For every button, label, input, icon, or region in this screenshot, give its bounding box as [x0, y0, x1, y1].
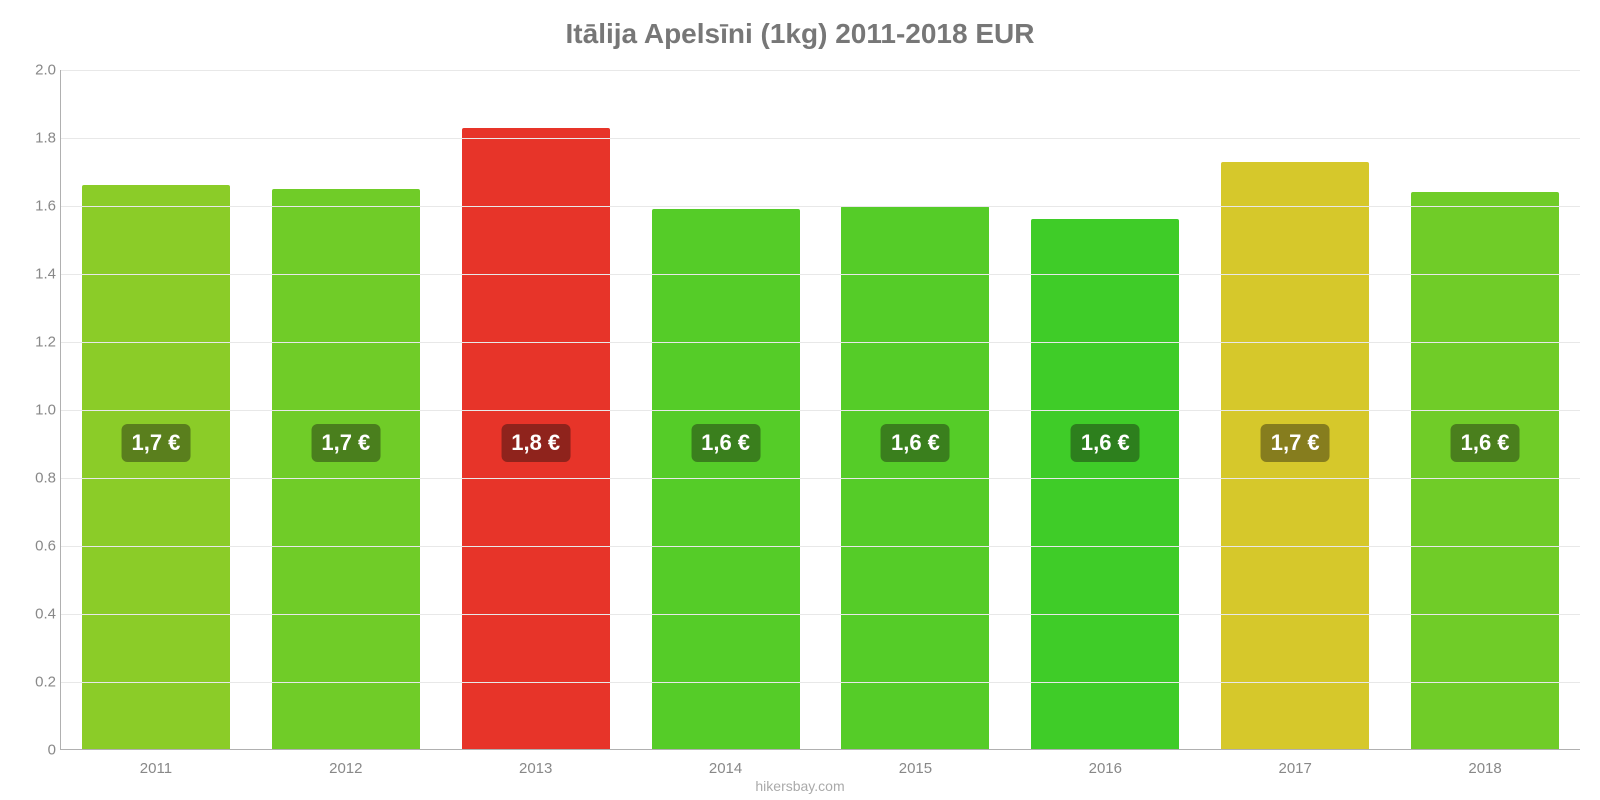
y-tick-label: 0.8 [16, 470, 56, 487]
bar-value-label: 1,6 € [881, 424, 950, 462]
gridline [61, 206, 1580, 207]
x-tick-label: 2012 [329, 760, 362, 777]
bar-value-label: 1,6 € [691, 424, 760, 462]
x-tick-label: 2016 [1089, 760, 1122, 777]
y-tick-label: 2.0 [16, 62, 56, 79]
gridline [61, 546, 1580, 547]
y-tick-label: 1.2 [16, 334, 56, 351]
bar: 1,7 € [1221, 162, 1369, 749]
bar-value-label: 1,7 € [1261, 424, 1330, 462]
bar: 1,8 € [462, 128, 610, 749]
plot-area: 1,7 €20111,7 €20121,8 €20131,6 €20141,6 … [60, 70, 1580, 750]
x-tick-label: 2015 [899, 760, 932, 777]
y-tick-label: 0 [16, 742, 56, 759]
y-tick-label: 1.6 [16, 198, 56, 215]
gridline [61, 682, 1580, 683]
bar-value-label: 1,7 € [121, 424, 190, 462]
y-tick-label: 0.6 [16, 538, 56, 555]
gridline [61, 410, 1580, 411]
y-tick-label: 0.2 [16, 674, 56, 691]
bar-value-label: 1,6 € [1451, 424, 1520, 462]
x-tick-label: 2011 [140, 760, 172, 777]
bar: 1,6 € [1031, 219, 1179, 749]
y-tick-label: 0.4 [16, 606, 56, 623]
y-tick-label: 1.4 [16, 266, 56, 283]
gridline [61, 478, 1580, 479]
x-tick-label: 2017 [1279, 760, 1312, 777]
gridline [61, 614, 1580, 615]
y-tick-label: 1.0 [16, 402, 56, 419]
bar-value-label: 1,6 € [1071, 424, 1140, 462]
gridline [61, 342, 1580, 343]
bar: 1,6 € [1411, 192, 1559, 749]
x-tick-label: 2014 [709, 760, 742, 777]
gridline [61, 274, 1580, 275]
bar: 1,7 € [82, 185, 230, 749]
bar-value-label: 1,8 € [501, 424, 570, 462]
y-tick-label: 1.8 [16, 130, 56, 147]
gridline [61, 138, 1580, 139]
price-bar-chart: Itālija Apelsīni (1kg) 2011-2018 EUR 1,7… [0, 0, 1600, 800]
chart-title: Itālija Apelsīni (1kg) 2011-2018 EUR [0, 18, 1600, 50]
attribution-text: hikersbay.com [0, 778, 1600, 794]
bar: 1,7 € [272, 189, 420, 749]
x-tick-label: 2013 [519, 760, 552, 777]
gridline [61, 70, 1580, 71]
x-tick-label: 2018 [1468, 760, 1501, 777]
bar-value-label: 1,7 € [311, 424, 380, 462]
bar: 1,6 € [652, 209, 800, 749]
